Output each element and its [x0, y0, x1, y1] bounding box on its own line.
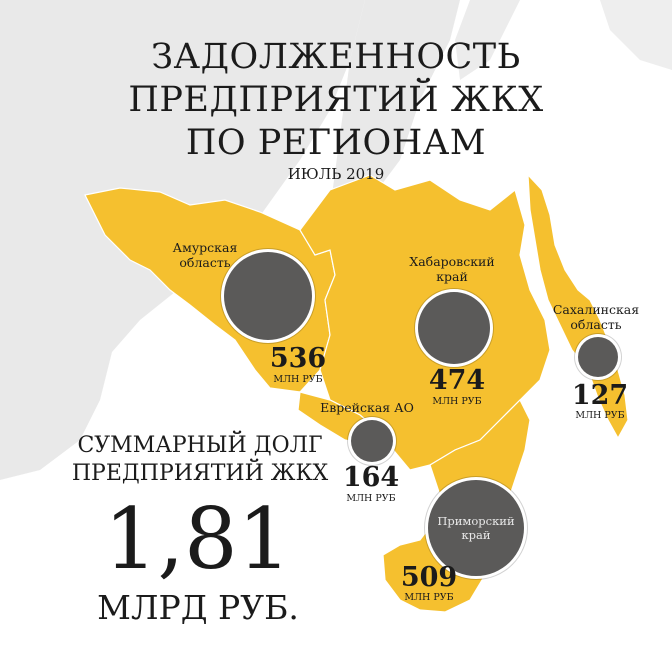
value-sakhalin: 127 [571, 380, 629, 411]
neighbor-land-east [455, 0, 520, 80]
region-label-sakhalin-line1: Сахалинская [552, 302, 640, 317]
page-title-line-3: ПО РЕГИОНАМ [185, 123, 487, 163]
unit-amur: МЛН РУБ [273, 374, 323, 385]
total-debt-label: СУММАРНЫЙ ДОЛГ ПРЕДПРИЯТИЙ ЖКХ [68, 432, 332, 488]
region-label-jewish-ao-line1: Еврейская АО [320, 400, 414, 415]
bubble-primorsky [428, 480, 524, 576]
region-label-khabarovsk-line1: Хабаровский [409, 254, 495, 269]
page-title-line-1: ЗАДОЛЖЕННОСТЬ [151, 37, 521, 77]
bubble-sakhalin [578, 337, 618, 377]
region-label-jewish-ao: Еврейская АО [308, 400, 426, 415]
bubble-amur [224, 252, 312, 340]
region-label-primorsky: Приморский край [426, 514, 526, 542]
value-khabarovsk: 474 [428, 365, 486, 396]
region-label-amur-line1: Амурская [172, 240, 238, 255]
unit-jewish-ao: МЛН РУБ [346, 493, 396, 504]
region-label-khabarovsk-line2: край [436, 269, 468, 284]
region-label-khabarovsk: Хабаровский край [392, 254, 512, 284]
neighbor-land-north [330, 0, 460, 210]
total-debt-label-line2: ПРЕДПРИЯТИЙ ЖКХ [71, 461, 329, 486]
value-primorsky: 509 [400, 562, 458, 593]
region-label-amur: Амурская область [150, 240, 260, 270]
value-jewish-ao: 164 [342, 462, 400, 493]
total-debt-unit: МЛРД РУБ. [97, 588, 299, 627]
neighbor-land-northeast [600, 0, 672, 70]
page-title-line-2: ПРЕДПРИЯТИЙ ЖКХ [128, 80, 544, 120]
region-label-sakhalin: Сахалинская область [541, 302, 651, 332]
region-label-primorsky-line1: Приморский [437, 514, 515, 528]
unit-primorsky: МЛН РУБ [404, 592, 454, 603]
total-debt-label-line1: СУММАРНЫЙ ДОЛГ [77, 433, 323, 458]
page-subtitle: ИЮЛЬ 2019 [287, 165, 385, 183]
unit-sakhalin: МЛН РУБ [575, 410, 625, 421]
bubble-khabarovsk [418, 292, 490, 364]
region-label-sakhalin-line2: область [570, 317, 622, 332]
total-debt-value: 1,81 [104, 490, 292, 588]
unit-khabarovsk: МЛН РУБ [432, 396, 482, 407]
value-amur: 536 [269, 343, 327, 374]
bubble-jewish-ao [351, 420, 393, 462]
region-label-primorsky-line2: край [461, 528, 491, 542]
region-label-amur-line2: область [179, 255, 231, 270]
